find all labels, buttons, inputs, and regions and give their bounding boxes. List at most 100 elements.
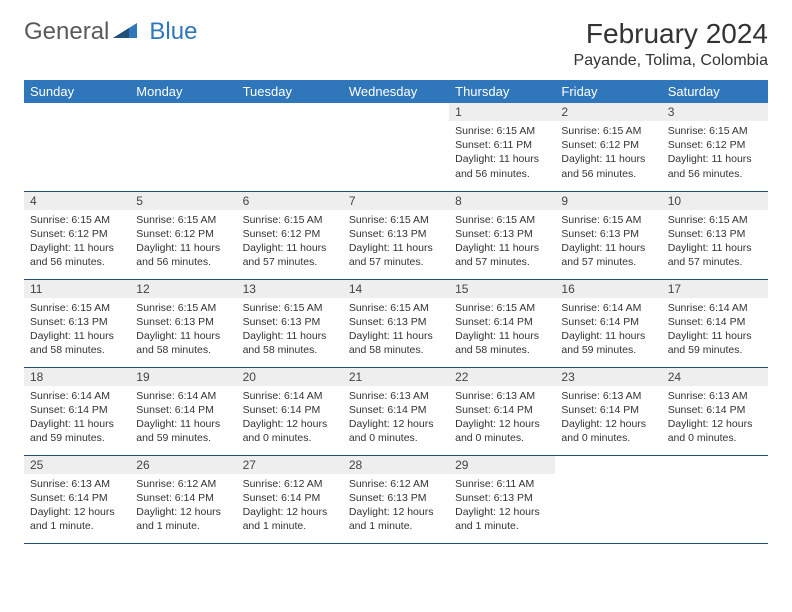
sunset-text: Sunset: 6:14 PM <box>243 491 337 505</box>
sunset-text: Sunset: 6:12 PM <box>30 227 124 241</box>
day-number: 9 <box>555 192 661 210</box>
calendar-day-cell: 29Sunrise: 6:11 AMSunset: 6:13 PMDayligh… <box>449 455 555 543</box>
weekday-header: Tuesday <box>237 80 343 103</box>
day-number: 17 <box>662 280 768 298</box>
calendar-day-cell: 7Sunrise: 6:15 AMSunset: 6:13 PMDaylight… <box>343 191 449 279</box>
calendar-day-cell: 15 Sunrise: 6:15 AMSunset: 6:14 PMDayligh… <box>449 279 555 367</box>
sunrise-text: Sunrise: 6:11 AM <box>455 477 549 491</box>
day-details: Sunrise: 6:14 AMSunset: 6:14 PMDaylight:… <box>237 386 343 449</box>
day-number: 1 <box>449 103 555 121</box>
sunset-text: Sunset: 6:13 PM <box>349 227 443 241</box>
weekday-header: Thursday <box>449 80 555 103</box>
day-number: 19 <box>130 368 236 386</box>
calendar-day-cell <box>555 455 661 543</box>
sunrise-text: Sunrise: 6:15 AM <box>243 213 337 227</box>
day-number: 3 <box>662 103 768 121</box>
daylight-text: Daylight: 12 hours and 0 minutes. <box>349 417 443 445</box>
month-title: February 2024 <box>574 18 768 50</box>
calendar-week-row: 18Sunrise: 6:14 AMSunset: 6:14 PMDayligh… <box>24 367 768 455</box>
sunrise-text: Sunrise: 6:13 AM <box>561 389 655 403</box>
day-number: 2 <box>555 103 661 121</box>
day-number: 23 <box>555 368 661 386</box>
daylight-text: Daylight: 12 hours and 1 minute. <box>30 505 124 533</box>
daylight-text: Daylight: 11 hours and 57 minutes. <box>243 241 337 269</box>
calendar-day-cell <box>24 103 130 191</box>
sunrise-text: Sunrise: 6:15 AM <box>243 301 337 315</box>
sunrise-text: Sunrise: 6:15 AM <box>668 124 762 138</box>
sunset-text: Sunset: 6:14 PM <box>561 315 655 329</box>
sunset-text: Sunset: 6:12 PM <box>561 138 655 152</box>
daylight-text: Daylight: 12 hours and 1 minute. <box>243 505 337 533</box>
sunrise-text: Sunrise: 6:14 AM <box>30 389 124 403</box>
sunrise-text: Sunrise: 6:12 AM <box>136 477 230 491</box>
calendar-day-cell: 19Sunrise: 6:14 AMSunset: 6:14 PMDayligh… <box>130 367 236 455</box>
daylight-text: Daylight: 11 hours and 56 minutes. <box>668 152 762 180</box>
day-number: 5 <box>130 192 236 210</box>
sunset-text: Sunset: 6:12 PM <box>668 138 762 152</box>
daylight-text: Daylight: 11 hours and 57 minutes. <box>455 241 549 269</box>
calendar-day-cell <box>237 103 343 191</box>
weekday-header-row: Sunday Monday Tuesday Wednesday Thursday… <box>24 80 768 103</box>
weekday-header: Sunday <box>24 80 130 103</box>
calendar-day-cell: 10Sunrise: 6:15 AMSunset: 6:13 PMDayligh… <box>662 191 768 279</box>
calendar-week-row: 25Sunrise: 6:13 AMSunset: 6:14 PMDayligh… <box>24 455 768 543</box>
day-number: 21 <box>343 368 449 386</box>
sunset-text: Sunset: 6:14 PM <box>243 403 337 417</box>
sunrise-text: Sunrise: 6:15 AM <box>136 213 230 227</box>
calendar-week-row: 1 Sunrise: 6:15 AM Sunset: 6:11 PM Daylight… <box>24 103 768 191</box>
calendar-body: 1 Sunrise: 6:15 AM Sunset: 6:11 PM Daylight… <box>24 103 768 543</box>
calendar-day-cell <box>130 103 236 191</box>
sunset-text: Sunset: 6:13 PM <box>243 315 337 329</box>
daylight-text: Daylight: 11 hours and 59 minutes. <box>561 329 655 357</box>
day-details: Sunrise: 6:13 AMSunset: 6:14 PMDaylight:… <box>343 386 449 449</box>
day-number: 8 <box>449 192 555 210</box>
calendar-day-cell: 18Sunrise: 6:14 AMSunset: 6:14 PMDayligh… <box>24 367 130 455</box>
sunrise-text: Sunrise: 6:12 AM <box>243 477 337 491</box>
sunset-text: Sunset: 6:14 PM <box>136 403 230 417</box>
sunset-text: Sunset: 6:14 PM <box>136 491 230 505</box>
sunrise-text: Sunrise: 6:15 AM <box>30 213 124 227</box>
calendar-day-cell: 13 Sunrise: 6:15 AMSunset: 6:13 PMDayligh… <box>237 279 343 367</box>
sunset-text: Sunset: 6:13 PM <box>30 315 124 329</box>
sunset-text: Sunset: 6:14 PM <box>668 403 762 417</box>
day-details: Sunrise: 6:15 AMSunset: 6:12 PMDaylight:… <box>555 121 661 184</box>
sunset-text: Sunset: 6:14 PM <box>668 315 762 329</box>
sunrise-text: Sunrise: 6:13 AM <box>668 389 762 403</box>
calendar-day-cell: 6Sunrise: 6:15 AMSunset: 6:12 PMDaylight… <box>237 191 343 279</box>
brand-blue: Blue <box>149 18 197 46</box>
calendar-day-cell: 11Sunrise: 6:15 AMSunset: 6:13 PMDayligh… <box>24 279 130 367</box>
day-number: 18 <box>24 368 130 386</box>
day-details: Sunrise: 6:11 AMSunset: 6:13 PMDaylight:… <box>449 474 555 537</box>
day-number: 20 <box>237 368 343 386</box>
sunrise-text: Sunrise: 6:15 AM <box>30 301 124 315</box>
day-number: 13 <box>237 280 343 298</box>
daylight-text: Daylight: 11 hours and 58 minutes. <box>243 329 337 357</box>
day-details: Sunrise: 6:15 AMSunset: 6:13 PMDaylight:… <box>343 298 449 361</box>
day-details: Sunrise: 6:15 AMSunset: 6:13 PMDaylight:… <box>343 210 449 273</box>
sunrise-text: Sunrise: 6:14 AM <box>668 301 762 315</box>
calendar-table: Sunday Monday Tuesday Wednesday Thursday… <box>24 80 768 544</box>
sunset-text: Sunset: 6:11 PM <box>455 138 549 152</box>
calendar-week-row: 11Sunrise: 6:15 AMSunset: 6:13 PMDayligh… <box>24 279 768 367</box>
sunset-text: Sunset: 6:14 PM <box>455 403 549 417</box>
day-number: 15 <box>449 280 555 298</box>
calendar-day-cell: 17Sunrise: 6:14 AMSunset: 6:14 PMDayligh… <box>662 279 768 367</box>
daylight-text: Daylight: 11 hours and 59 minutes. <box>136 417 230 445</box>
sunset-text: Sunset: 6:13 PM <box>455 227 549 241</box>
calendar-day-cell: 2Sunrise: 6:15 AMSunset: 6:12 PMDaylight… <box>555 103 661 191</box>
sunset-text: Sunset: 6:14 PM <box>455 315 549 329</box>
day-details: Sunrise: 6:13 AMSunset: 6:14 PMDaylight:… <box>662 386 768 449</box>
title-block: February 2024 Payande, Tolima, Colombia <box>574 18 768 70</box>
calendar-day-cell: 26Sunrise: 6:12 AMSunset: 6:14 PMDayligh… <box>130 455 236 543</box>
day-number: 29 <box>449 456 555 474</box>
day-details: Sunrise: 6:15 AMSunset: 6:12 PMDaylight:… <box>662 121 768 184</box>
day-details: Sunrise: 6:14 AMSunset: 6:14 PMDaylight:… <box>24 386 130 449</box>
day-number <box>24 103 130 107</box>
sunset-text: Sunset: 6:13 PM <box>561 227 655 241</box>
day-number <box>662 456 768 460</box>
sunrise-text: Sunrise: 6:15 AM <box>668 213 762 227</box>
daylight-text: Daylight: 11 hours and 58 minutes. <box>455 329 549 357</box>
sunrise-text: Sunrise: 6:15 AM <box>455 301 549 315</box>
sunset-text: Sunset: 6:14 PM <box>30 491 124 505</box>
day-number: 7 <box>343 192 449 210</box>
